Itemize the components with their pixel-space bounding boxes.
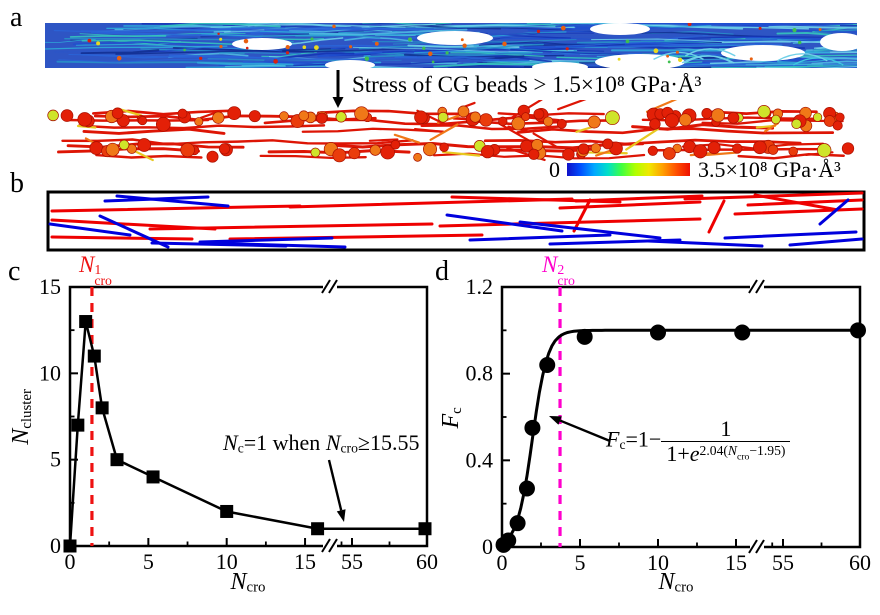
data-point-square — [110, 453, 124, 467]
panel-b-schematic — [46, 190, 866, 252]
c-annotation-text: Nc=1 when Ncro≥15.55 — [223, 430, 420, 456]
free-chain-segment — [468, 233, 612, 242]
free-chain-segment — [205, 241, 347, 249]
down-arrow — [332, 70, 344, 108]
data-point-square — [418, 522, 432, 536]
crosslinked-chain-segment — [50, 204, 302, 213]
free-chain-segment — [518, 220, 662, 240]
data-point-square — [95, 401, 109, 415]
panel-c-plot: 0 5 10 15 55 60 0 5 10 15 — [39, 274, 438, 574]
data-point-circle — [576, 328, 593, 345]
crosslinked-chain-segment — [50, 235, 194, 241]
crosslinked-chain-segment — [438, 217, 702, 228]
svg-text:5: 5 — [50, 447, 61, 472]
d-fit-equation: Fc=1− 1 1+e2.04(Ncro−1.95) — [606, 418, 791, 465]
svg-text:60: 60 — [416, 549, 438, 574]
d-critical-ncro2-label: N 2 cro — [542, 252, 575, 289]
data-point-circle — [524, 419, 541, 436]
panel-a-compressed-snapshot — [45, 23, 857, 68]
svg-text:55: 55 — [772, 550, 794, 575]
crosslinked-chain-segment — [572, 198, 592, 233]
svg-text:10: 10 — [39, 360, 61, 385]
svg-text:55: 55 — [341, 549, 363, 574]
colorbar-min-label: 0 — [549, 157, 560, 182]
free-chain-segment — [723, 230, 858, 240]
c-x-axis-title: Ncro — [230, 569, 266, 596]
c-critical-ncro1-label: N 1 cro — [79, 252, 112, 289]
data-line — [68, 321, 427, 547]
data-point-square — [311, 522, 325, 536]
crosslinked-chain-segment — [683, 191, 864, 201]
data-point-circle — [539, 357, 556, 373]
data-point-circle — [734, 324, 751, 341]
panel-a-label: a — [10, 2, 23, 33]
data-point-circle — [850, 322, 866, 339]
svg-text:0: 0 — [65, 549, 76, 574]
c-y-axis-title: Ncluster — [8, 389, 35, 445]
svg-text:10: 10 — [647, 550, 669, 575]
svg-text:10: 10 — [216, 549, 238, 574]
crosslinked-chain-segment — [148, 222, 434, 231]
svg-text:60: 60 — [849, 550, 871, 575]
data-point-square — [220, 504, 234, 518]
colorbar-max-label: 3.5×10⁸ GPa·Å³ — [698, 157, 841, 182]
data-point-square — [63, 539, 77, 553]
svg-text:0.8: 0.8 — [466, 361, 494, 386]
data-point-circle — [518, 480, 535, 497]
data-point-circle — [650, 324, 666, 341]
svg-text:15: 15 — [725, 550, 747, 575]
svg-text:5: 5 — [143, 549, 154, 574]
crosslinked-chain-segment — [746, 198, 864, 207]
svg-text:0: 0 — [482, 534, 493, 559]
panel-a-high-stress-beads-snapshot — [47, 100, 855, 163]
crosslinked-chain-segment — [228, 233, 484, 241]
svg-text:5: 5 — [575, 550, 586, 575]
data-point-square — [87, 349, 101, 363]
crosslinked-chain-segment — [558, 200, 702, 210]
free-chain-segment — [48, 222, 132, 237]
svg-text:0.4: 0.4 — [466, 447, 494, 472]
svg-text:15: 15 — [39, 274, 61, 299]
d-x-axis-title: Ncro — [658, 569, 694, 596]
stress-threshold-text: Stress of CG beads > 1.5×10⁸ GPa·Å³ — [352, 72, 702, 97]
free-chain-segment — [115, 194, 230, 208]
svg-text:15: 15 — [294, 549, 316, 574]
data-point-circle — [500, 532, 517, 549]
panel-c-label: c — [8, 256, 21, 287]
free-chain-segment — [788, 237, 864, 247]
data-point-square — [79, 315, 93, 329]
free-chain-segment — [198, 236, 334, 244]
crosslinked-chain-segment — [733, 207, 864, 216]
data-point-circle — [509, 515, 526, 532]
svg-text:0: 0 — [50, 533, 61, 558]
crosslinked-chain-segment — [753, 193, 840, 212]
d-y-axis-title: Fc — [438, 407, 465, 429]
data-point-square — [146, 470, 160, 484]
panel-d-plot: 0 5 10 15 55 60 0 0.4 0.8 1.2 — [466, 274, 872, 575]
data-point-square — [71, 418, 85, 432]
free-chain-segment — [646, 239, 764, 248]
crosslinked-chain-segment — [574, 194, 704, 203]
panel-b-label: b — [10, 168, 24, 199]
colorbar-gradient — [567, 163, 690, 176]
svg-text:0: 0 — [497, 550, 508, 575]
free-chain-segment — [818, 198, 850, 226]
svg-text:1.2: 1.2 — [466, 274, 494, 299]
crosslinked-chain-segment — [707, 199, 726, 234]
panel-d-label: d — [435, 256, 449, 287]
free-chain-segment — [445, 213, 564, 233]
